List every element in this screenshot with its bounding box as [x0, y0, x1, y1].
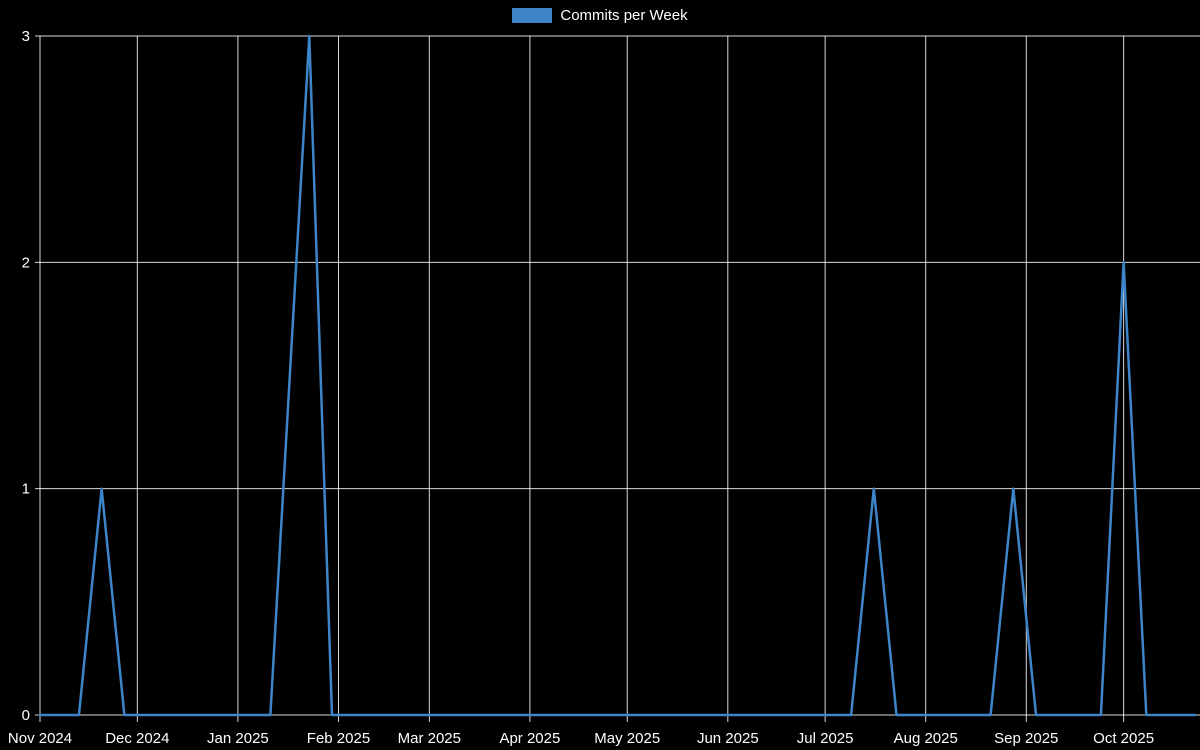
x-axis-tick-label: Mar 2025 — [398, 730, 461, 747]
x-axis-tick-label: Oct 2025 — [1093, 730, 1154, 747]
legend: Commits per Week — [0, 7, 1200, 24]
legend-swatch-icon — [512, 8, 553, 23]
commits-line-series — [38, 34, 1197, 717]
x-axis-tick-label: Jan 2025 — [207, 730, 269, 747]
x-axis-tick-label: Sep 2025 — [994, 730, 1058, 747]
x-axis-tick-label: Apr 2025 — [499, 730, 560, 747]
x-axis-tick-label: Aug 2025 — [894, 730, 958, 747]
x-axis-tick-label: Jun 2025 — [697, 730, 759, 747]
x-axis-tick-label: Jul 2025 — [797, 730, 854, 747]
y-axis-tick-label: 3 — [22, 28, 30, 45]
x-axis-tick-label: May 2025 — [594, 730, 660, 747]
legend-label: Commits per Week — [560, 7, 688, 24]
y-axis-tick-label: 2 — [22, 254, 30, 271]
x-axis-tick-label: Feb 2025 — [307, 730, 370, 747]
y-axis-tick-label: 1 — [22, 481, 30, 498]
legend-item-commits-per-week[interactable]: Commits per Week — [512, 7, 688, 24]
y-axis-tick-label: 0 — [22, 707, 30, 724]
x-axis-tick-label: Nov 2024 — [8, 730, 72, 747]
x-axis-tick-label: Dec 2024 — [105, 730, 169, 747]
